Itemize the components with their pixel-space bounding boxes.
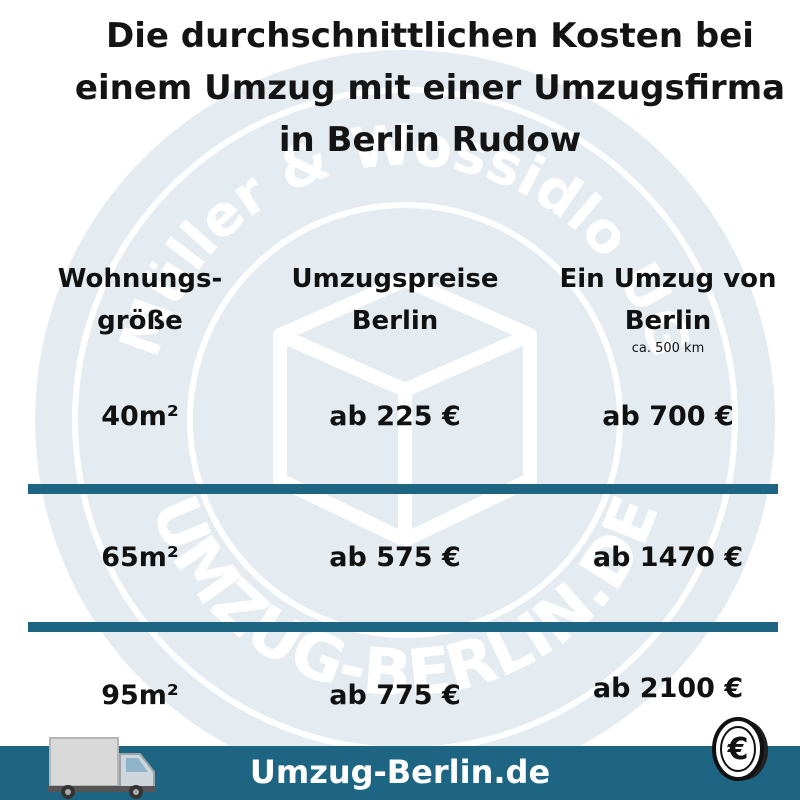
title-line-2: einem Umzug mit einer Umzugsfirma (60, 62, 800, 114)
row-1-size: 40m² (40, 400, 240, 434)
header-line: Ein Umzug von (548, 258, 788, 300)
header-umzugspreise-berlin: Umzugspreise Berlin (270, 258, 520, 342)
row-2-size: 65m² (40, 541, 240, 575)
header-line: Umzugspreise (270, 258, 520, 300)
header-distance-note: ca. 500 km (548, 340, 788, 358)
row-2-price-500km: ab 1470 € (548, 541, 788, 575)
row-1-price-500km: ab 700 € (548, 400, 788, 434)
row-divider (28, 484, 778, 494)
header-wohnungsgroesse: Wohnungs- größe (40, 258, 240, 342)
moving-truck-icon (48, 736, 158, 800)
svg-text:€: € (727, 732, 749, 767)
row-1-price-berlin: ab 225 € (270, 400, 520, 434)
title-line-3: in Berlin Rudow (60, 114, 800, 166)
row-2-price-berlin: ab 575 € (270, 541, 520, 575)
title-line-1: Die durchschnittlichen Kosten bei (60, 10, 800, 62)
row-3-size: 95m² (40, 679, 240, 713)
euro-coin-icon: € (708, 714, 772, 784)
header-umzug-von-berlin: Ein Umzug von Berlin ca. 500 km (548, 258, 788, 358)
header-line: Wohnungs- (40, 258, 240, 300)
header-line: Berlin (270, 300, 520, 342)
row-divider (28, 622, 778, 632)
row-3-price-500km: ab 2100 € (548, 672, 788, 706)
page-title: Die durchschnittlichen Kosten bei einem … (60, 10, 800, 166)
row-3-price-berlin: ab 775 € (270, 679, 520, 713)
header-line: größe (40, 300, 240, 342)
header-line: Berlin (548, 300, 788, 342)
